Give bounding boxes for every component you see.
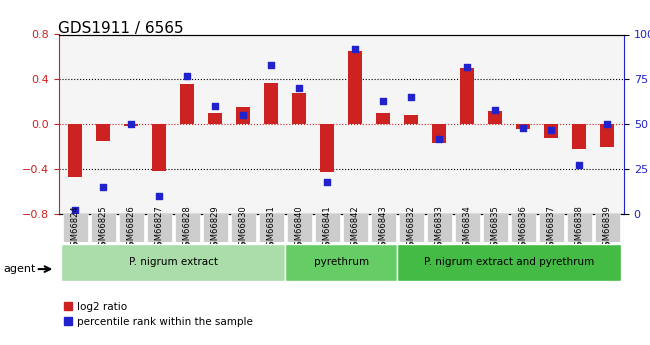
Bar	[404, 115, 418, 124]
FancyBboxPatch shape	[454, 214, 480, 242]
Point	[182, 73, 192, 79]
FancyBboxPatch shape	[539, 214, 564, 242]
Point	[210, 104, 220, 109]
Text: GSM66827: GSM66827	[155, 205, 164, 250]
FancyBboxPatch shape	[231, 214, 256, 242]
Point	[434, 136, 445, 141]
FancyBboxPatch shape	[147, 214, 172, 242]
FancyBboxPatch shape	[175, 214, 200, 242]
Text: GSM66838: GSM66838	[575, 205, 584, 250]
FancyBboxPatch shape	[511, 214, 536, 242]
Text: GSM66839: GSM66839	[603, 205, 612, 250]
Bar	[460, 68, 474, 124]
Text: P. nigrum extract and pyrethrum: P. nigrum extract and pyrethrum	[424, 257, 594, 267]
FancyBboxPatch shape	[61, 244, 285, 281]
Point	[294, 86, 304, 91]
Point	[266, 62, 276, 68]
Bar	[516, 124, 530, 129]
Text: agent: agent	[3, 264, 36, 274]
Legend: log2 ratio, percentile rank within the sample: log2 ratio, percentile rank within the s…	[64, 302, 253, 327]
Point	[350, 46, 361, 52]
Point	[574, 163, 584, 168]
FancyBboxPatch shape	[398, 214, 424, 242]
Text: GSM66834: GSM66834	[463, 205, 472, 250]
Point	[406, 95, 417, 100]
Text: GSM66842: GSM66842	[351, 205, 359, 250]
Point	[70, 208, 81, 213]
Text: GSM66826: GSM66826	[127, 205, 136, 250]
FancyBboxPatch shape	[595, 214, 620, 242]
Point	[378, 98, 389, 104]
FancyBboxPatch shape	[62, 214, 88, 242]
Point	[546, 127, 556, 132]
Point	[98, 184, 109, 190]
Text: GSM66825: GSM66825	[99, 205, 108, 250]
Point	[602, 121, 612, 127]
FancyBboxPatch shape	[119, 214, 144, 242]
Text: GSM66837: GSM66837	[547, 205, 556, 250]
Bar	[152, 124, 166, 171]
Bar	[544, 124, 558, 138]
Point	[462, 64, 473, 70]
Text: GSM66835: GSM66835	[491, 205, 500, 250]
Point	[322, 179, 332, 184]
Point	[126, 121, 136, 127]
Bar	[124, 124, 138, 126]
Bar	[292, 93, 306, 124]
FancyBboxPatch shape	[343, 214, 368, 242]
FancyBboxPatch shape	[285, 244, 397, 281]
Bar	[600, 124, 614, 147]
FancyBboxPatch shape	[370, 214, 396, 242]
Bar	[320, 124, 334, 172]
Text: P. nigrum extract: P. nigrum extract	[129, 257, 218, 267]
Bar	[236, 107, 250, 124]
Text: GSM66840: GSM66840	[294, 205, 304, 250]
Point	[154, 193, 164, 199]
Bar	[376, 113, 390, 124]
Text: GSM66836: GSM66836	[519, 205, 528, 250]
Bar	[180, 84, 194, 124]
FancyBboxPatch shape	[203, 214, 228, 242]
FancyBboxPatch shape	[287, 214, 312, 242]
Text: GSM66841: GSM66841	[323, 205, 332, 250]
Text: GSM66824: GSM66824	[71, 205, 80, 250]
Point	[238, 112, 248, 118]
FancyBboxPatch shape	[567, 214, 592, 242]
Text: GDS1911 / 6565: GDS1911 / 6565	[58, 21, 184, 36]
Text: GSM66830: GSM66830	[239, 205, 248, 250]
Text: GSM66843: GSM66843	[379, 205, 388, 250]
Bar	[432, 124, 447, 143]
Bar	[68, 124, 83, 177]
Text: pyrethrum: pyrethrum	[314, 257, 369, 267]
FancyBboxPatch shape	[482, 214, 508, 242]
FancyBboxPatch shape	[91, 214, 116, 242]
Bar	[348, 51, 362, 124]
Bar	[208, 113, 222, 124]
FancyBboxPatch shape	[426, 214, 452, 242]
Text: GSM66828: GSM66828	[183, 205, 192, 250]
Bar	[96, 124, 110, 141]
FancyBboxPatch shape	[397, 244, 621, 281]
Point	[518, 125, 528, 130]
Bar	[488, 111, 502, 124]
Text: GSM66831: GSM66831	[266, 205, 276, 250]
FancyBboxPatch shape	[259, 214, 284, 242]
Text: GSM66833: GSM66833	[435, 205, 444, 250]
Bar	[265, 83, 278, 124]
FancyBboxPatch shape	[315, 214, 340, 242]
Text: GSM66829: GSM66829	[211, 205, 220, 250]
Text: GSM66832: GSM66832	[407, 205, 416, 250]
Point	[490, 107, 501, 112]
Bar	[572, 124, 586, 149]
